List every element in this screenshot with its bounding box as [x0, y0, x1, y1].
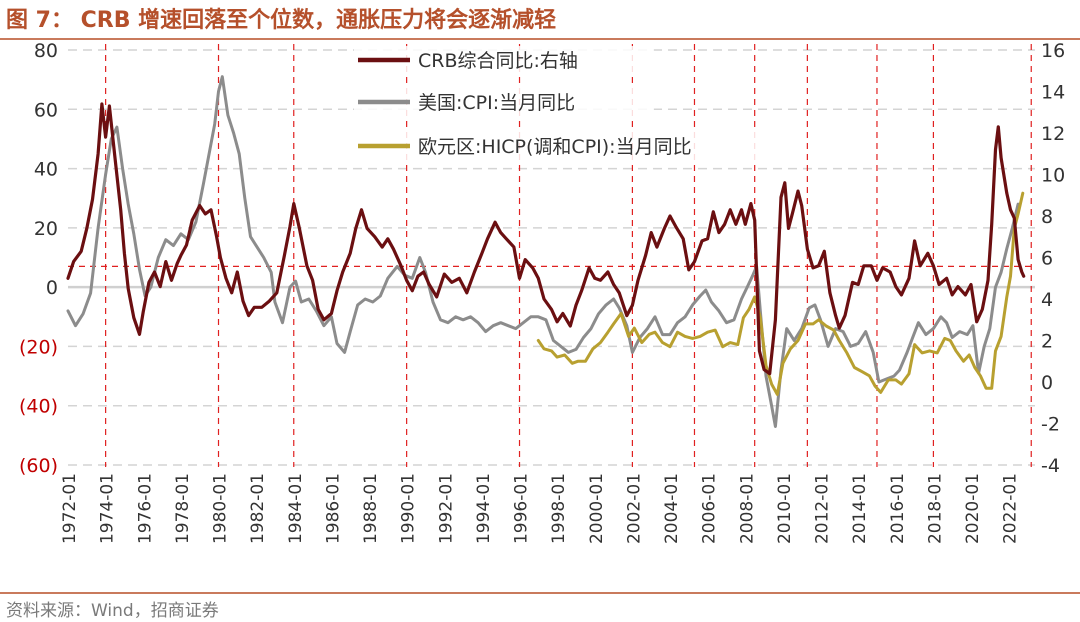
- legend-label-1: 美国:CPI:当月同比: [418, 92, 575, 114]
- series-line-1: [66, 75, 1020, 428]
- right-axis-tick-label: 6: [1041, 248, 1053, 270]
- left-axis-tick-label: (40): [19, 396, 58, 418]
- title-divider: [0, 38, 1080, 40]
- x-axis-tick-label: 2006-01: [700, 473, 720, 544]
- x-axis-tick-label: 1982-01: [248, 473, 268, 544]
- left-axis-tick-label: (20): [19, 336, 58, 358]
- left-axis-tick-label: (60): [19, 455, 58, 477]
- x-axis-tick-label: 2000-01: [587, 473, 607, 544]
- x-axis-tick-label: 2020-01: [963, 473, 983, 544]
- x-axis-tick-label: 1976-01: [135, 473, 155, 544]
- chart-canvas: 806040200(20)(40)(60)1614121086420-2-419…: [19, 40, 1065, 544]
- x-axis-tick-label: 1994-01: [474, 473, 494, 544]
- x-axis-tick-label: 1998-01: [549, 473, 569, 544]
- x-axis-tick-label: 2022-01: [1001, 473, 1021, 544]
- right-axis-tick-label: 14: [1041, 82, 1065, 104]
- x-axis-tick-label: 1978-01: [173, 473, 193, 544]
- x-axis-tick-label: 2016-01: [888, 473, 908, 544]
- right-axis-tick-label: -4: [1041, 455, 1060, 477]
- x-axis-tick-label: 2018-01: [925, 473, 945, 544]
- legend-label-0: CRB综合同比:右轴: [418, 50, 578, 72]
- left-axis-tick-label: 20: [34, 218, 58, 240]
- right-axis-tick-label: 16: [1041, 40, 1065, 62]
- right-axis-tick-label: 8: [1041, 206, 1053, 228]
- series-line-2: [536, 191, 1025, 396]
- x-axis-tick-label: 1984-01: [286, 473, 306, 544]
- left-axis-tick-label: 80: [34, 40, 58, 62]
- right-axis-tick-label: 10: [1041, 165, 1065, 187]
- x-axis-tick-label: 2002-01: [624, 473, 644, 544]
- figure-title: 图 7： CRB 增速回落至个位数，通胀压力将会逐渐减轻: [6, 8, 557, 33]
- x-axis-tick-label: 2004-01: [662, 473, 682, 544]
- x-axis-tick-label: 1986-01: [323, 473, 343, 544]
- x-axis-tick-label: 2008-01: [737, 473, 757, 544]
- legend-label-2: 欧元区:HICP(调和CPI):当月同比: [418, 136, 692, 158]
- legend-background: [354, 132, 764, 162]
- right-axis-tick-label: 0: [1041, 372, 1053, 394]
- source-note: 资料来源：Wind，招商证券: [6, 601, 219, 621]
- x-axis-tick-label: 1992-01: [436, 473, 456, 544]
- right-axis-tick-label: -2: [1041, 414, 1060, 436]
- right-axis-tick-label: 2: [1041, 331, 1053, 353]
- x-axis-tick-label: 1988-01: [361, 473, 381, 544]
- x-axis-tick-label: 1990-01: [399, 473, 419, 544]
- left-axis-tick-label: 0: [46, 277, 58, 299]
- x-axis-tick-label: 1974-01: [98, 473, 118, 544]
- footer-divider: [0, 592, 1080, 594]
- x-axis-tick-label: 1972-01: [60, 473, 80, 544]
- x-axis-tick-label: 2010-01: [775, 473, 795, 544]
- series-line-0: [66, 102, 1026, 376]
- left-axis-tick-label: 40: [34, 159, 58, 181]
- right-axis-tick-label: 12: [1041, 123, 1065, 145]
- x-axis-tick-label: 1980-01: [211, 473, 231, 544]
- left-axis-tick-label: 60: [34, 99, 58, 121]
- x-axis-tick-label: 2014-01: [850, 473, 870, 544]
- x-axis-tick-label: 1996-01: [512, 473, 532, 544]
- x-axis-tick-label: 2012-01: [813, 473, 833, 544]
- right-axis-tick-label: 4: [1041, 289, 1053, 311]
